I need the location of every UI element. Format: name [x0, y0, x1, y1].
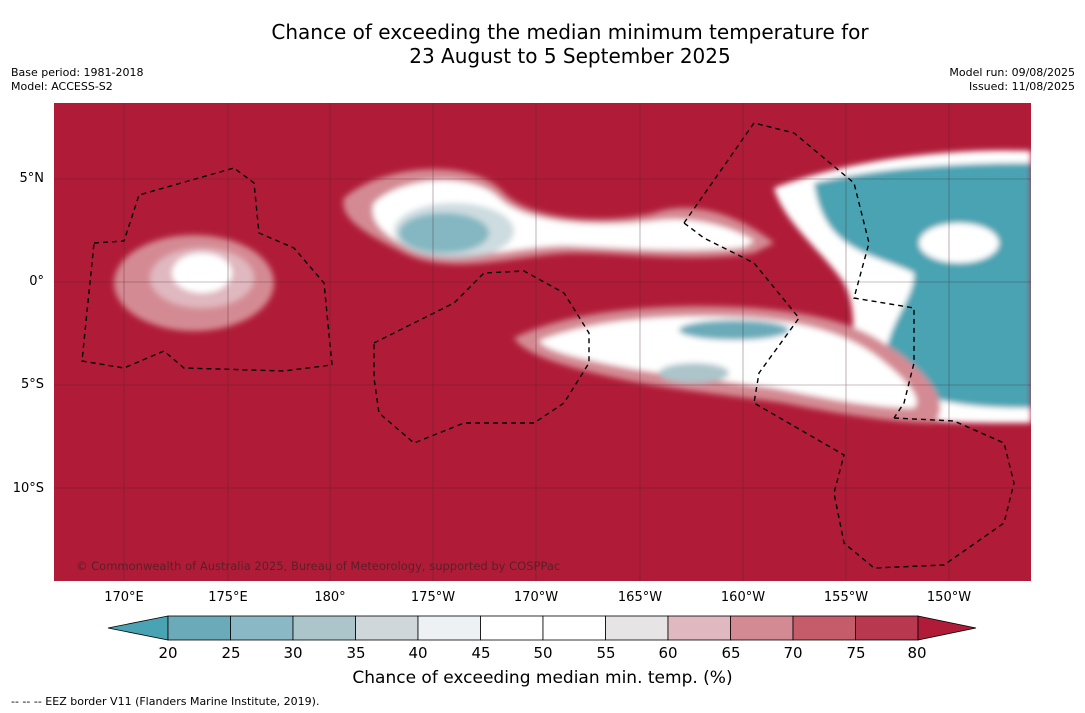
- eez-borders: [81, 122, 1015, 569]
- colorbar-segment: [292, 615, 356, 641]
- issued-date: Issued: 11/08/2025: [968, 80, 1075, 93]
- x-label-170w: 170°W: [513, 590, 559, 605]
- gridlines: [54, 103, 1031, 581]
- colorbar-segment: [792, 615, 856, 641]
- x-label-155w: 155°W: [823, 590, 869, 605]
- colorbar-arrow-high: [917, 615, 977, 641]
- x-label-170e: 170°E: [104, 590, 144, 605]
- colorbar-segment: [730, 615, 794, 641]
- copyright-notice: © Commonwealth of Australia 2025, Bureau…: [76, 559, 561, 573]
- eez-border-east-south: [683, 222, 1015, 569]
- title-line-2: 23 August to 5 September 2025: [409, 44, 731, 68]
- meta-left: Base period: 1981-2018 Model: ACCESS-S2: [11, 66, 143, 94]
- cbar-tick-65: 65: [721, 644, 741, 662]
- cbar-tick-30: 30: [283, 644, 303, 662]
- chart-title: Chance of exceeding the median minimum t…: [0, 20, 1085, 68]
- y-label-10s: 10°S: [12, 481, 44, 496]
- colorbar-title: Chance of exceeding median min. temp. (%…: [352, 668, 733, 688]
- cbar-tick-40: 40: [408, 644, 428, 662]
- cbar-tick-60: 60: [658, 644, 678, 662]
- region-east-white: [919, 223, 999, 263]
- region-east-teal: [814, 163, 1031, 408]
- region-north-teal-edge: [394, 203, 514, 259]
- region-south-blue: [659, 363, 729, 383]
- colorbar-segment: [605, 615, 669, 641]
- colorbar-arrow-low: [107, 615, 169, 641]
- base-period: Base period: 1981-2018: [11, 66, 144, 79]
- region-west-inner: [172, 253, 232, 293]
- probability-field: [114, 150, 1031, 423]
- x-label-175w: 175°W: [410, 590, 456, 605]
- cbar-tick-70: 70: [783, 644, 803, 662]
- cbar-tick-35: 35: [346, 644, 366, 662]
- cbar-tick-80: 80: [907, 644, 927, 662]
- x-label-180: 180°: [314, 590, 346, 605]
- x-label-150w: 150°W: [926, 590, 972, 605]
- region-south-teal: [679, 320, 789, 340]
- meta-right: Model run: 09/08/2025 Issued: 11/08/2025: [949, 66, 1075, 94]
- colorbar-segment: [167, 615, 231, 641]
- colorbar: [107, 615, 977, 641]
- y-label-0: 0°: [29, 274, 44, 289]
- eez-border-east-north: [683, 122, 915, 419]
- eez-border-center: [373, 270, 590, 444]
- cbar-tick-20: 20: [158, 644, 178, 662]
- title-line-1: Chance of exceeding the median minimum t…: [271, 20, 869, 44]
- cbar-tick-25: 25: [221, 644, 241, 662]
- eez-footnote: -- -- -- EEZ border V11 (Flanders Marine…: [11, 695, 320, 708]
- cbar-tick-75: 75: [846, 644, 866, 662]
- model-name: Model: ACCESS-S2: [11, 80, 113, 93]
- colorbar-segment: [542, 615, 606, 641]
- eez-border-west: [81, 167, 333, 372]
- x-label-165w: 165°W: [617, 590, 663, 605]
- map-canvas: [54, 103, 1031, 581]
- colorbar-segment: [230, 615, 294, 641]
- cbar-tick-45: 45: [471, 644, 491, 662]
- colorbar-segment: [417, 615, 481, 641]
- cbar-tick-55: 55: [596, 644, 616, 662]
- cbar-tick-50: 50: [533, 644, 553, 662]
- y-label-5n: 5°N: [19, 171, 45, 186]
- colorbar-segment: [355, 615, 419, 641]
- colorbar-segment: [480, 615, 544, 641]
- x-label-160w: 160°W: [720, 590, 766, 605]
- colorbar-segment: [855, 615, 919, 641]
- x-label-175e: 175°E: [208, 590, 248, 605]
- colorbar-segment: [667, 615, 731, 641]
- y-label-5s: 5°S: [20, 377, 44, 392]
- model-run: Model run: 09/08/2025: [949, 66, 1075, 79]
